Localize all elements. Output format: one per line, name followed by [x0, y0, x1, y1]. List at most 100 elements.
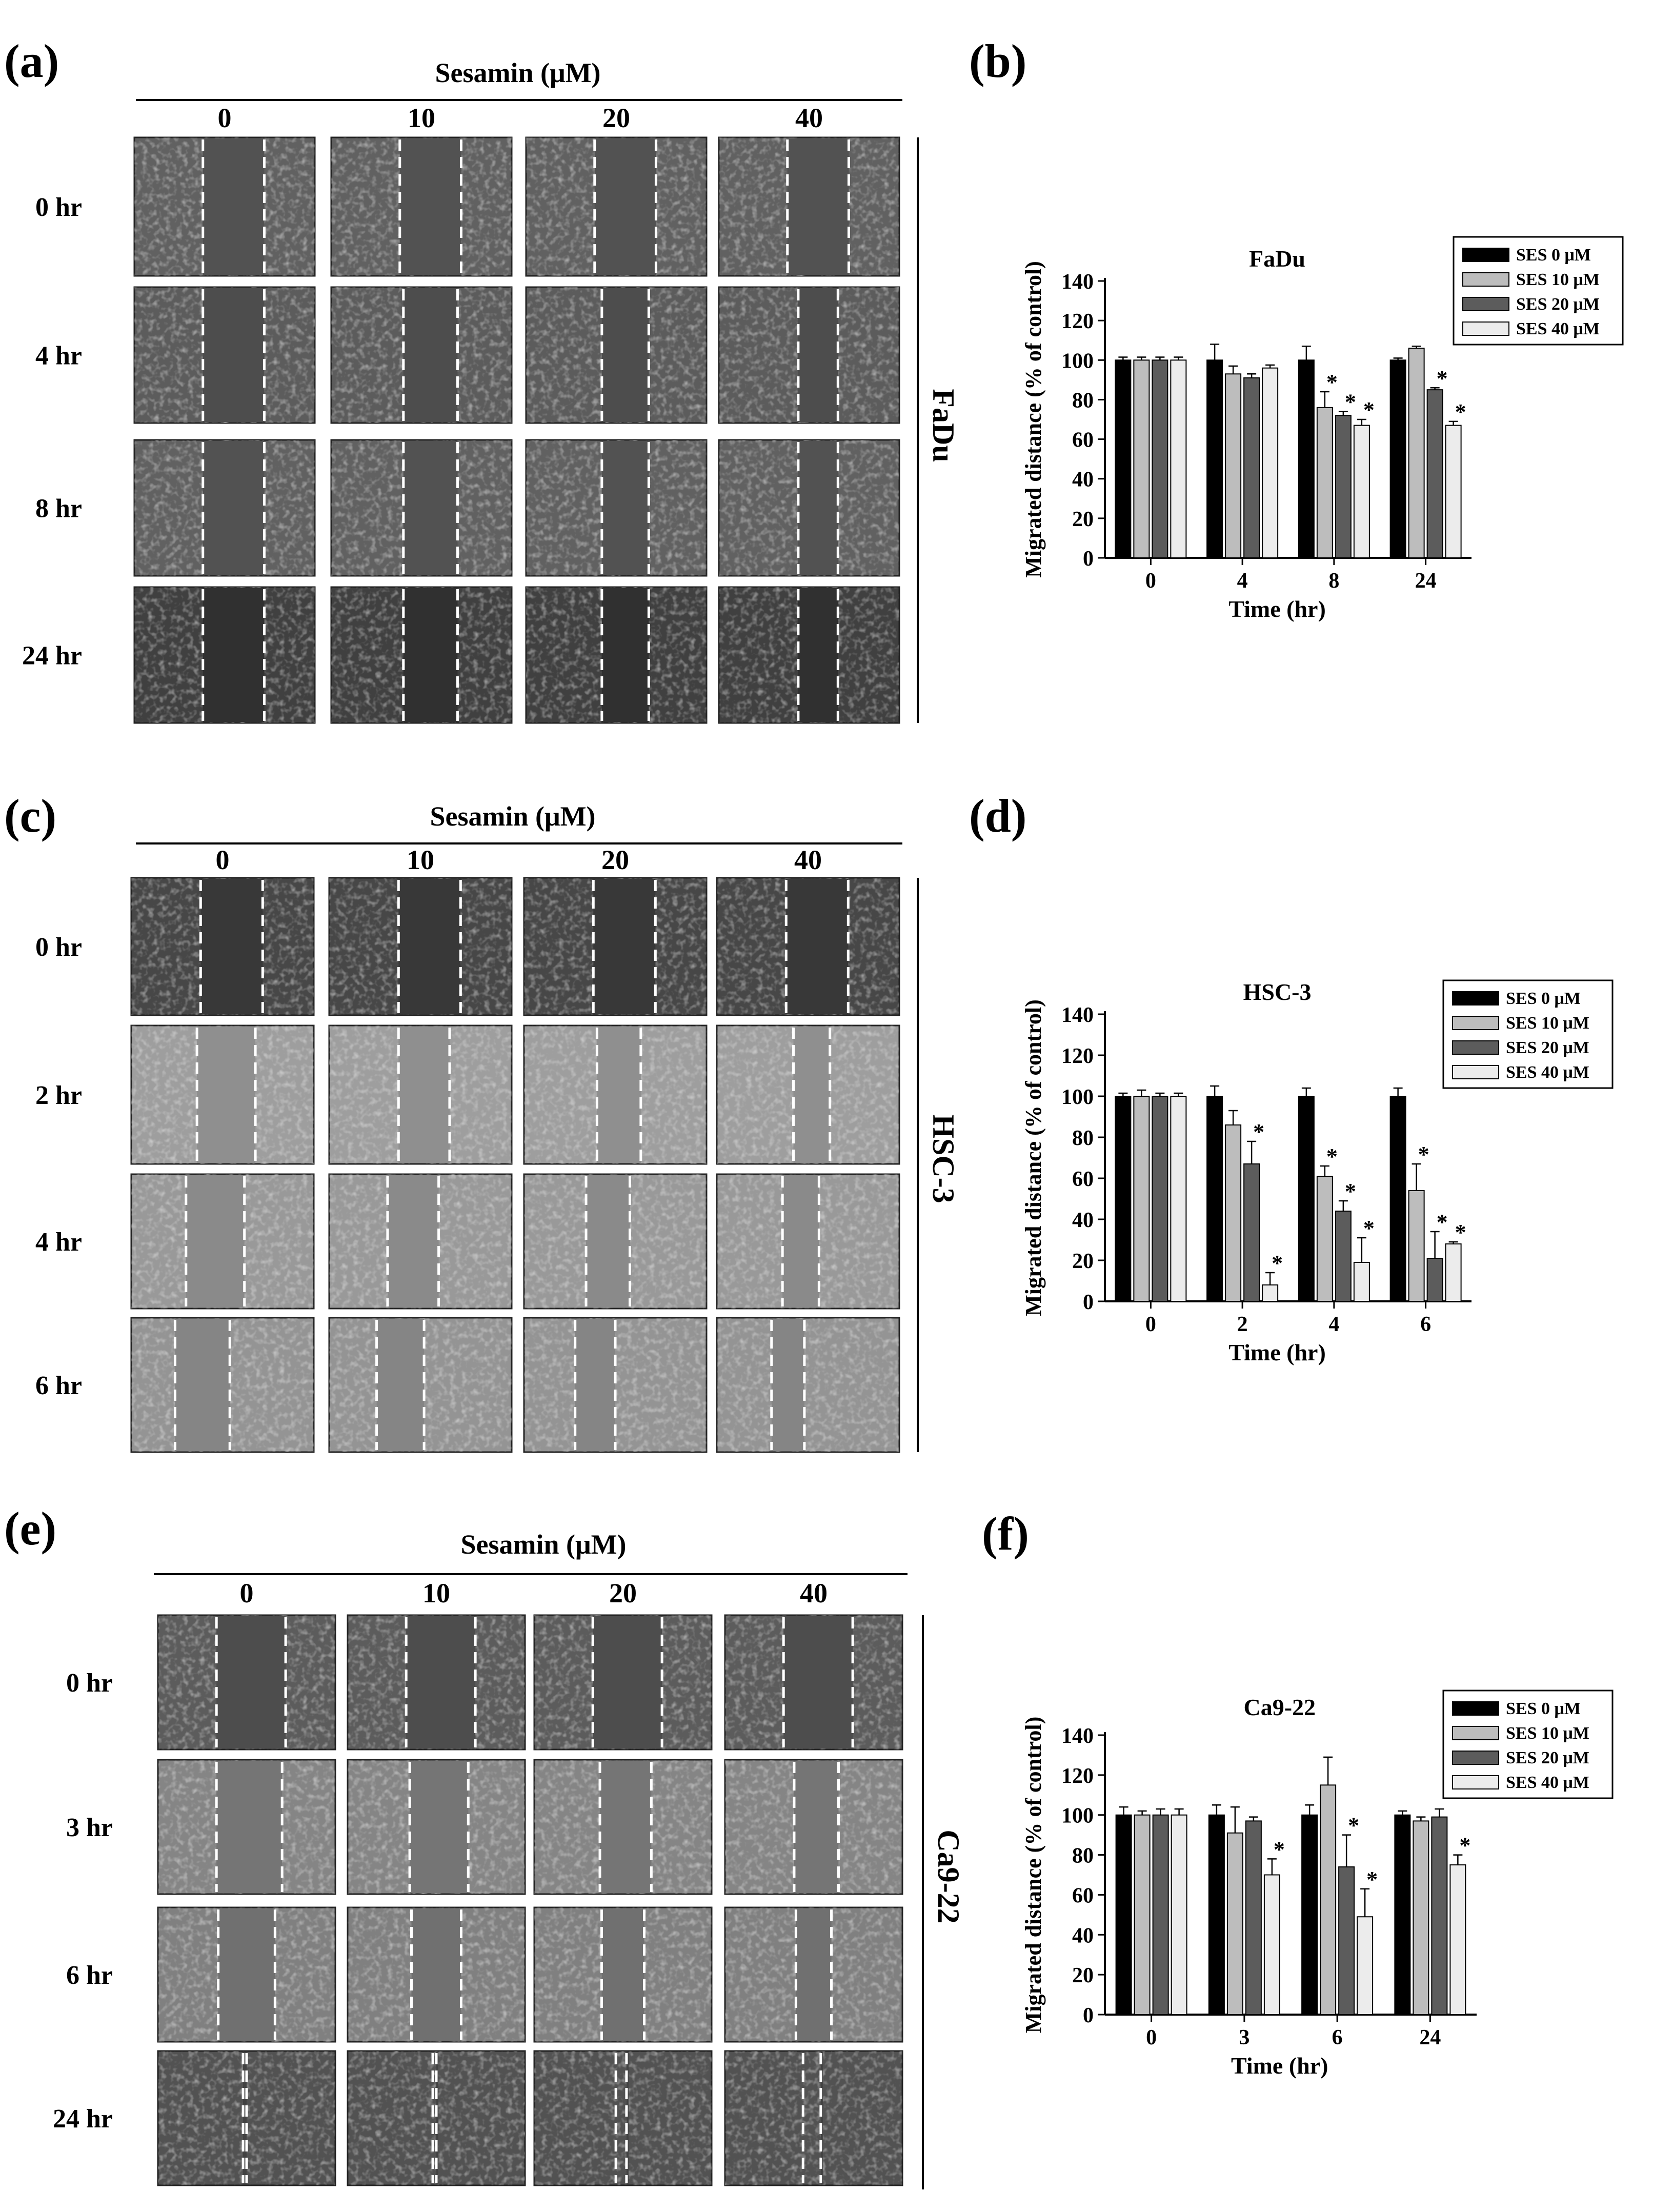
y-tick-label: 40 — [1072, 1209, 1094, 1232]
wound-gap — [203, 288, 265, 422]
micrograph-image — [718, 286, 900, 424]
bar — [1426, 1258, 1443, 1302]
micrograph-image — [157, 1614, 336, 1751]
time-label: 24 hr — [22, 641, 82, 671]
micrograph-image — [347, 1906, 526, 2043]
legend-entry: SES 20 μM — [1506, 1748, 1589, 1767]
micrograph-image — [718, 586, 900, 724]
micrograph-image — [133, 439, 316, 577]
bar — [1133, 359, 1150, 558]
micrograph-image — [157, 1906, 336, 2043]
wound-gap — [794, 1761, 839, 1893]
wound-gap — [203, 441, 265, 575]
legend-swatch — [1452, 1065, 1499, 1079]
micrograph-image — [724, 2050, 903, 2186]
x-tick-label: 4 — [1237, 569, 1248, 593]
bar — [1389, 359, 1406, 558]
micrograph-image — [716, 1317, 900, 1453]
legend: SES 0 μM SES 10 μM SES 20 μM SES 40 μM — [1453, 236, 1624, 346]
y-tick-label: 80 — [1072, 389, 1094, 412]
wound-gap — [586, 1175, 630, 1308]
wound-gap — [771, 1319, 804, 1451]
x-tick-label: 0 — [1146, 2026, 1157, 2049]
bar — [1413, 1820, 1429, 2015]
bar — [1115, 1814, 1132, 2016]
bar — [1152, 1096, 1168, 1302]
bar — [1335, 1211, 1352, 1302]
x-tick-label: 6 — [1332, 2026, 1343, 2049]
bar — [1243, 1163, 1260, 1302]
wound-gap — [798, 588, 838, 722]
wound-gap — [600, 1761, 652, 1893]
x-tick-label: 2 — [1237, 1313, 1248, 1336]
cell-texture — [534, 2051, 712, 2185]
significance-mark: * — [1437, 1210, 1448, 1235]
bar — [1449, 1864, 1466, 2015]
wound-gap — [798, 288, 838, 422]
wound-gap — [398, 879, 461, 1014]
panel-label: (d) — [969, 790, 1026, 842]
micrograph-image — [330, 136, 513, 277]
significance-mark: * — [1326, 370, 1338, 395]
wound-gap — [783, 1616, 853, 1748]
micrograph-image — [347, 1759, 526, 1895]
legend-swatch — [1452, 991, 1499, 1006]
micrograph-panel-c: (c) Sesamin (μM) 0 10 20 40 0 hr 2 hr 4 hr 6 hr HS… — [4, 790, 960, 1453]
micrograph-image — [328, 1173, 513, 1310]
y-tick-label: 100 — [1061, 1085, 1094, 1109]
x-tick-label: 3 — [1239, 2026, 1249, 2049]
bar — [1353, 425, 1370, 558]
wound-gap — [403, 588, 458, 722]
micrograph-image — [523, 1317, 708, 1453]
time-label: 0 hr — [66, 1668, 113, 1698]
bar — [1335, 415, 1352, 558]
significance-mark: * — [1366, 1867, 1378, 1892]
bar — [1298, 359, 1315, 558]
y-tick-label: 0 — [1083, 547, 1094, 571]
micrograph-image — [330, 286, 513, 424]
significance-mark: * — [1348, 1813, 1359, 1838]
micrograph-image — [533, 2050, 713, 2186]
x-tick-label: 8 — [1328, 569, 1339, 593]
time-label: 8 hr — [35, 494, 82, 524]
wound-gap — [575, 1319, 615, 1451]
time-label: 3 hr — [66, 1813, 113, 1842]
legend-swatch — [1452, 1040, 1499, 1055]
legend-entry: SES 20 μM — [1516, 295, 1600, 314]
x-axis-label: Time (hr) — [1228, 1339, 1326, 1365]
legend-swatch — [1452, 1701, 1499, 1716]
bar — [1389, 1096, 1406, 1302]
time-label: 6 hr — [35, 1371, 82, 1400]
bar — [1115, 1096, 1132, 1302]
wound-gap — [175, 1319, 230, 1451]
bar — [1320, 1784, 1337, 2016]
y-tick-label: 120 — [1061, 310, 1094, 333]
wound-gap — [787, 138, 849, 275]
bar — [1316, 1176, 1333, 1302]
wound-gap — [403, 288, 458, 422]
cell-texture — [725, 2051, 902, 2185]
panel-label: (b) — [969, 35, 1026, 87]
legend-swatch — [1452, 1016, 1499, 1030]
bar — [1431, 1816, 1448, 2016]
micrograph-image — [347, 1614, 526, 1751]
panel-label: (a) — [4, 35, 59, 87]
micrograph-image — [724, 1906, 903, 2043]
concentration-label: 20 — [601, 844, 629, 875]
micrograph-panel-a: (a) Sesamin (μM) 0 10 20 40 0 hr 4 hr 8 hr 24 hr F… — [4, 35, 960, 724]
legend-swatch — [1462, 297, 1509, 311]
time-label: 4 hr — [35, 1228, 82, 1257]
x-tick-label: 0 — [1145, 569, 1156, 593]
wound-gap — [406, 1616, 476, 1748]
micrograph-image — [523, 877, 708, 1016]
legend-entry: SES 10 μM — [1506, 1724, 1589, 1743]
bar — [1152, 359, 1168, 558]
bar — [1301, 1814, 1318, 2016]
wound-gap — [798, 441, 838, 575]
panel-label: (c) — [4, 790, 56, 842]
panel-label: (f) — [982, 1507, 1029, 1560]
significance-mark: * — [1455, 1220, 1466, 1245]
micrograph-image — [525, 136, 708, 277]
wound-gap — [786, 879, 849, 1014]
significance-mark: * — [1459, 1833, 1470, 1858]
